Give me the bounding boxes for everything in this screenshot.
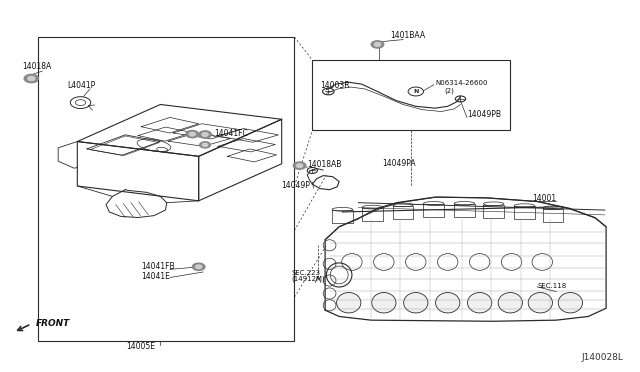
Text: 1401BAA: 1401BAA <box>390 31 426 39</box>
Ellipse shape <box>404 292 428 313</box>
Circle shape <box>196 265 202 269</box>
Circle shape <box>28 77 35 81</box>
Ellipse shape <box>558 292 582 313</box>
Text: 14041FB: 14041FB <box>141 262 175 271</box>
Circle shape <box>189 132 195 136</box>
Text: 14049PA: 14049PA <box>383 159 416 168</box>
Circle shape <box>293 162 306 169</box>
Text: 14041FC: 14041FC <box>214 129 248 138</box>
Circle shape <box>24 74 38 83</box>
Bar <box>312 60 510 131</box>
Circle shape <box>199 131 211 138</box>
Text: 14049PB: 14049PB <box>467 110 501 119</box>
Text: 14018AB: 14018AB <box>307 160 342 169</box>
Text: L4041P: L4041P <box>68 81 96 90</box>
Text: 14049P: 14049P <box>282 181 310 190</box>
Circle shape <box>193 263 205 270</box>
Circle shape <box>202 133 208 136</box>
Text: FRONT: FRONT <box>36 318 70 328</box>
Text: (14912M): (14912M) <box>291 276 325 282</box>
Text: 14005E: 14005E <box>127 342 156 351</box>
Bar <box>38 37 294 341</box>
Text: 14041E: 14041E <box>141 272 170 280</box>
Text: J140028L: J140028L <box>582 353 623 362</box>
Ellipse shape <box>528 292 552 313</box>
Circle shape <box>374 43 381 46</box>
Circle shape <box>296 164 303 167</box>
Circle shape <box>371 41 384 48</box>
Text: SEC.223: SEC.223 <box>291 270 320 276</box>
Circle shape <box>200 142 211 148</box>
Ellipse shape <box>498 292 522 313</box>
Text: 14001: 14001 <box>532 194 556 203</box>
Text: 14018A: 14018A <box>22 62 51 71</box>
Circle shape <box>186 131 198 138</box>
Circle shape <box>202 143 208 147</box>
Ellipse shape <box>337 292 361 313</box>
Ellipse shape <box>467 292 492 313</box>
Text: SEC.118: SEC.118 <box>537 283 566 289</box>
Ellipse shape <box>436 292 460 313</box>
Text: N06314-26600: N06314-26600 <box>435 80 488 86</box>
Text: N: N <box>413 89 419 94</box>
Ellipse shape <box>372 292 396 313</box>
Text: (2): (2) <box>445 87 454 94</box>
Text: 14003R: 14003R <box>320 81 349 90</box>
